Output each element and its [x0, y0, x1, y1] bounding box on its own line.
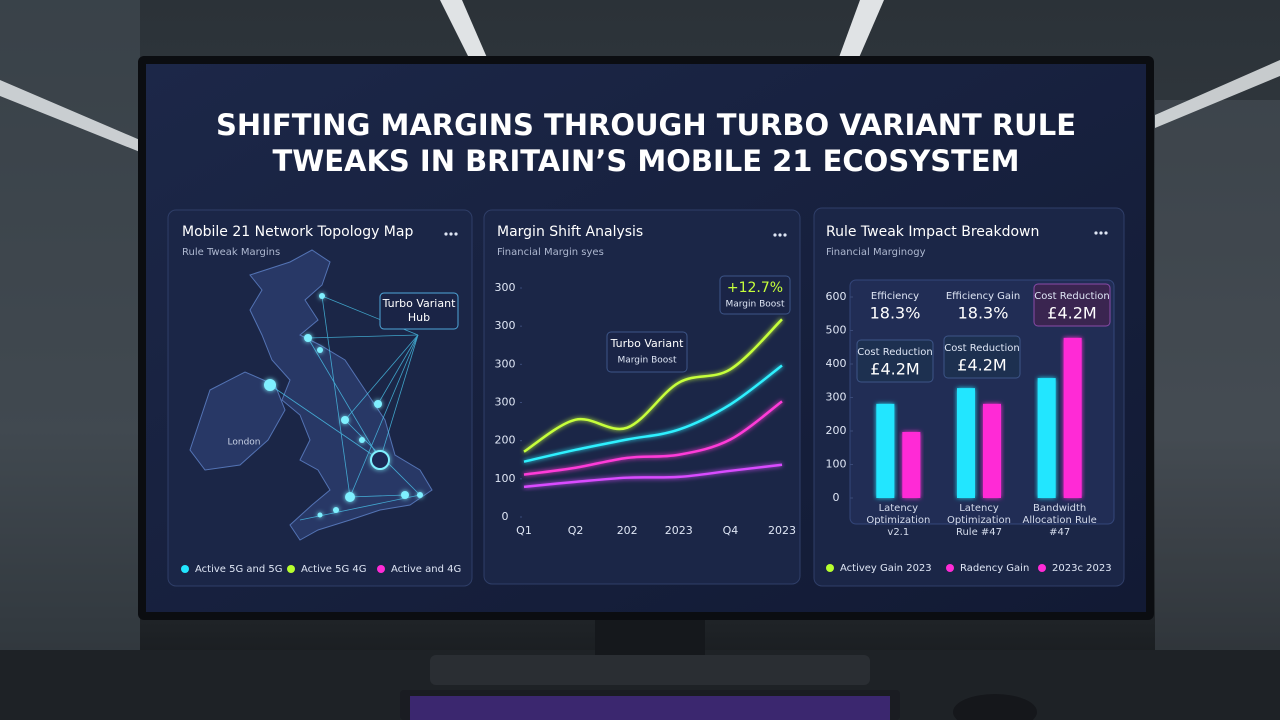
ceiling-light	[0, 80, 140, 152]
bar	[902, 432, 921, 498]
y-tick-label: 300	[495, 281, 516, 294]
title: TWEAKS IN BRITAIN’S MOBILE 21 ECOSYSTEM	[272, 144, 1019, 178]
keyboard-glow	[410, 696, 890, 720]
legend-dot	[826, 564, 834, 572]
bar	[957, 388, 975, 498]
legend-label: 2023c 2023	[1052, 563, 1112, 574]
legend-label: Radency Gain	[960, 563, 1029, 574]
panel-title: Rule Tweak Impact Breakdown	[826, 224, 1039, 240]
callout-text: Efficiency Gain	[946, 291, 1020, 302]
map-callout: Turbo Variant	[382, 297, 456, 310]
menu-icons	[444, 231, 1108, 237]
legend-label: Activey Gain 2023	[840, 563, 932, 574]
legend-label: Active 5G and 5G	[195, 564, 283, 575]
callout-text: Turbo Variant	[610, 337, 684, 350]
keyboard	[400, 690, 900, 720]
callout-text: +12.7%	[727, 280, 783, 296]
x-tick-label: Bandwidth Allocation Rule #47	[1022, 503, 1097, 538]
callout-text: Cost Reduction	[944, 343, 1019, 354]
legend-dot	[1038, 564, 1046, 572]
callout-text: Margin Boost	[617, 356, 676, 366]
callout-text: Cost Reduction	[857, 347, 932, 358]
title: SHIFTING MARGINS THROUGH TURBO VARIANT R…	[216, 108, 1076, 142]
panel-title: Mobile 21 Network Topology Map	[182, 224, 413, 240]
y-tick-label: 500	[826, 324, 847, 337]
callout	[943, 335, 1021, 379]
panel-subtitle: Rule Tweak Margins	[182, 247, 280, 258]
ceiling-light	[1155, 60, 1280, 128]
y-tick-label: 300	[826, 391, 847, 404]
y-tick-label: 300	[495, 319, 516, 332]
legend-label: Active 5G 4G	[301, 564, 367, 575]
x-tick-label: Q1	[516, 524, 532, 537]
x-tick-label: 2023	[768, 524, 796, 537]
callout-text: Margin Boost	[725, 300, 784, 310]
callout-value: 18.3%	[870, 304, 921, 323]
line	[523, 364, 783, 463]
line	[523, 318, 783, 453]
callout-value: £4.2M	[957, 356, 1006, 375]
bar	[1063, 337, 1082, 498]
map-callout: Hub	[408, 311, 430, 324]
callout-value: 18.3%	[958, 304, 1009, 323]
wall	[1155, 100, 1280, 660]
callout-text: Efficiency	[871, 291, 919, 302]
callout-text: Cost Reduction	[1034, 291, 1109, 302]
stand-base	[430, 655, 870, 685]
y-tick-label: 0	[502, 510, 509, 523]
x-tick-label: 202	[617, 524, 638, 537]
bar	[983, 403, 1001, 498]
callout	[856, 339, 934, 383]
panel-subtitle: Financial Marginogy	[826, 247, 926, 258]
callout-value: £4.2M	[1047, 304, 1096, 323]
callout-value: £4.2M	[870, 360, 919, 379]
callout	[719, 275, 791, 315]
y-tick-label: 0	[833, 491, 840, 504]
x-tick-label: Q2	[568, 524, 584, 537]
x-tick-label: Latency Optimization Rule #47	[947, 503, 1011, 538]
map	[189, 249, 459, 541]
bar	[876, 403, 895, 498]
y-tick-label: 400	[826, 357, 847, 370]
x-tick-label: 2023	[665, 524, 693, 537]
window	[0, 0, 140, 650]
y-tick-label: 100	[826, 458, 847, 471]
y-tick-label: 100	[495, 472, 516, 485]
legend-dot	[377, 565, 385, 573]
y-tick-label: 600	[826, 290, 847, 303]
y-tick-label: 200	[826, 424, 847, 437]
legend-label: Active and 4G	[391, 564, 461, 575]
line	[523, 400, 783, 476]
line	[523, 463, 783, 489]
y-tick-label: 300	[495, 396, 516, 409]
mouse	[953, 694, 1037, 720]
legend-dot	[181, 565, 189, 573]
panel-title: Margin Shift Analysis	[497, 224, 643, 240]
y-tick-label: 200	[495, 434, 516, 447]
x-tick-label: Latency Optimization v2.1	[866, 503, 931, 538]
monitor-stand	[595, 615, 705, 660]
callout	[606, 331, 688, 373]
callout	[1033, 283, 1111, 327]
ceiling-light	[440, 0, 488, 60]
y-tick-label: 300	[495, 357, 516, 370]
ceiling-light	[838, 0, 884, 60]
panel-subtitle: Financial Margin syes	[497, 247, 604, 258]
bar	[1037, 378, 1056, 498]
x-tick-label: Q4	[723, 524, 739, 537]
place-label: London	[228, 438, 261, 448]
legend-dot	[287, 565, 295, 573]
legend-dot	[946, 564, 954, 572]
